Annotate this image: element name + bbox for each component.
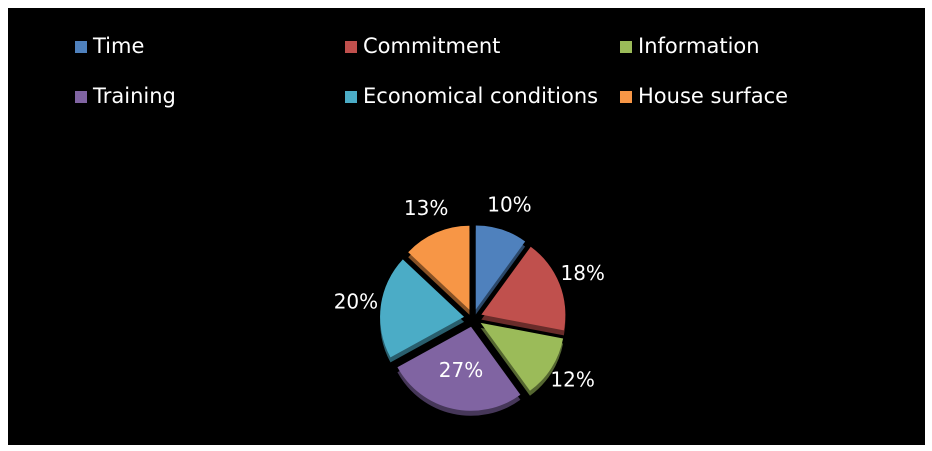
legend-swatch — [620, 41, 632, 53]
legend-swatch — [75, 91, 87, 103]
legend-label: Time — [92, 34, 144, 58]
slice — [408, 225, 470, 310]
legend-label: Information — [638, 34, 760, 58]
legend-swatch — [345, 41, 357, 53]
data-label: 18% — [560, 261, 604, 285]
slice — [475, 225, 526, 310]
data-label: 20% — [334, 290, 378, 314]
legend-swatch — [75, 41, 87, 53]
data-label: 10% — [487, 192, 531, 216]
legend-label: Training — [92, 84, 176, 108]
slice — [480, 322, 564, 391]
legend-label: Economical conditions — [363, 84, 598, 108]
legend-swatch — [345, 91, 357, 103]
slice — [397, 326, 521, 411]
legend-swatch — [620, 91, 632, 103]
data-label: 27% — [439, 358, 483, 382]
slice — [481, 246, 566, 331]
data-label: 13% — [404, 196, 448, 220]
legend-label: Commitment — [363, 34, 500, 58]
data-label: 12% — [550, 368, 594, 392]
slice — [380, 259, 465, 358]
legend-label: House surface — [638, 84, 788, 108]
